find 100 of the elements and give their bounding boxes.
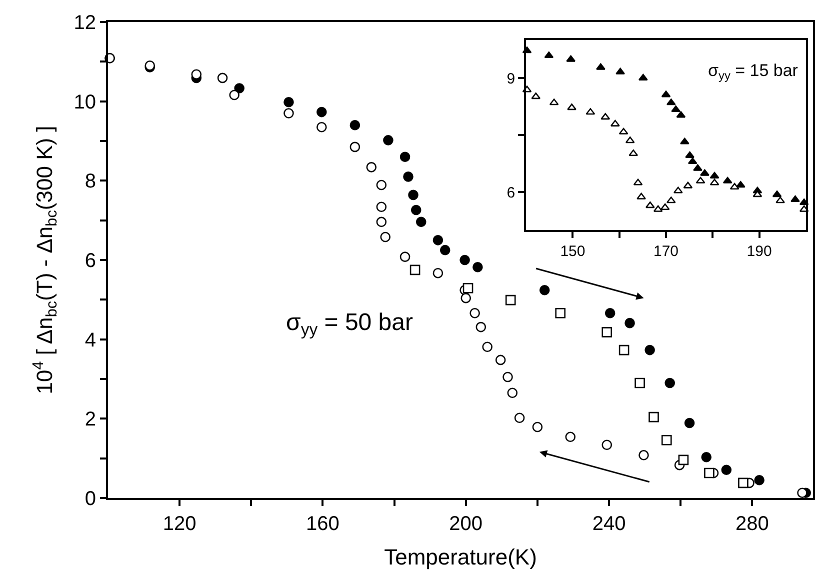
point	[693, 164, 702, 171]
point	[704, 468, 714, 478]
point	[495, 354, 506, 366]
point	[638, 74, 648, 80]
y-tick-label: 12	[74, 12, 96, 34]
x-tick-label: 190	[746, 243, 772, 260]
point	[736, 181, 746, 188]
point	[638, 450, 649, 460]
x-tick-label: 170	[653, 243, 679, 260]
point	[671, 105, 680, 112]
y-tick-label: 0	[84, 488, 96, 510]
point	[752, 190, 762, 198]
point	[602, 440, 612, 450]
point	[505, 294, 516, 306]
point	[470, 308, 480, 318]
point	[482, 342, 492, 352]
point	[618, 344, 630, 356]
point	[602, 327, 612, 338]
point	[618, 128, 628, 134]
point	[416, 216, 426, 228]
point	[410, 264, 420, 276]
point	[432, 268, 444, 278]
point	[776, 196, 785, 204]
point	[730, 182, 740, 190]
point	[350, 142, 360, 152]
point	[366, 162, 377, 172]
point	[722, 176, 732, 184]
point	[502, 372, 513, 382]
point	[565, 432, 576, 442]
point	[661, 434, 672, 446]
point	[410, 204, 422, 216]
point	[685, 151, 694, 158]
point	[721, 464, 732, 475]
point	[772, 190, 782, 198]
y-tick-label: 10	[74, 91, 96, 114]
point	[710, 172, 720, 178]
point	[567, 104, 576, 110]
x-tick-label: 150	[560, 243, 586, 260]
x-tick-label: 120	[162, 513, 196, 535]
point	[217, 72, 228, 84]
point	[472, 262, 483, 272]
point	[531, 92, 541, 100]
point	[666, 98, 676, 106]
point	[566, 55, 576, 62]
point	[376, 216, 387, 228]
point	[648, 412, 659, 422]
point	[604, 308, 616, 318]
point	[400, 152, 410, 162]
x-tick-label: 240	[592, 513, 626, 535]
point	[514, 412, 525, 424]
point	[316, 122, 327, 132]
point	[460, 292, 472, 304]
point	[680, 138, 690, 144]
point	[624, 318, 635, 328]
point	[555, 308, 566, 318]
point	[596, 63, 606, 70]
point	[688, 157, 698, 164]
point	[633, 178, 643, 186]
annotation: σ$_{yy}$ = 50 bar	[286, 309, 414, 340]
point	[507, 388, 518, 398]
point	[432, 235, 444, 246]
point	[616, 68, 625, 74]
point	[229, 90, 240, 100]
point	[600, 113, 610, 120]
point	[625, 136, 635, 144]
point	[710, 178, 720, 186]
y-tick-label: 9	[506, 70, 516, 88]
point	[653, 205, 663, 212]
y-tick-label: 6	[84, 250, 96, 272]
point	[790, 195, 800, 202]
point	[383, 135, 394, 146]
point	[797, 488, 808, 498]
point	[408, 190, 418, 200]
point	[462, 283, 474, 294]
point	[316, 106, 327, 118]
point	[700, 169, 710, 176]
x-tick-label: 280	[735, 513, 769, 535]
point	[376, 180, 387, 190]
point	[284, 96, 294, 108]
point	[400, 252, 410, 262]
point	[634, 378, 645, 388]
point	[660, 203, 670, 210]
annotation: σ$_{yy}$ = 15 bar	[708, 61, 798, 83]
point	[666, 196, 676, 204]
point	[284, 108, 294, 118]
point	[673, 186, 683, 194]
point	[661, 90, 671, 98]
x-tick-label: 160	[306, 513, 340, 535]
point	[664, 378, 675, 388]
x-tick-label: 200	[449, 513, 483, 535]
point	[586, 108, 596, 115]
point	[234, 83, 244, 94]
point	[544, 52, 554, 58]
point	[676, 111, 686, 118]
point	[628, 150, 638, 156]
point	[376, 202, 387, 212]
point	[678, 454, 689, 466]
x-axis-title: Temperature(K)	[384, 544, 537, 570]
point	[645, 202, 655, 208]
point	[610, 120, 620, 126]
